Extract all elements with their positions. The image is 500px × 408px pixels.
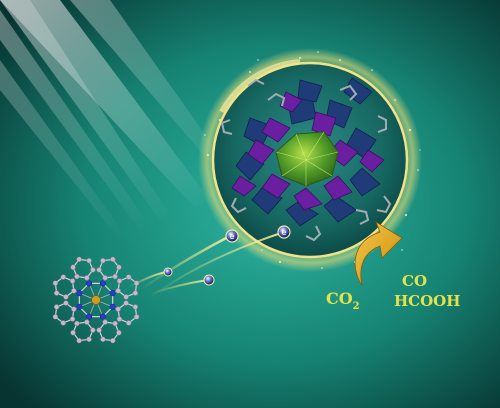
- carbon-atom: [132, 290, 138, 296]
- carbon-atom: [102, 319, 108, 325]
- carbon-atom: [71, 306, 77, 312]
- carbon-atom: [90, 267, 96, 273]
- metal-center-atom: [91, 295, 101, 305]
- product-hcooh-label: HCOOH: [394, 292, 460, 310]
- nitrogen-atom: [109, 303, 116, 310]
- curved-arrow-icon: [354, 221, 403, 287]
- electron-icon-4: [203, 274, 215, 286]
- polyoxometalate-cluster: [220, 77, 392, 242]
- carbon-atom: [52, 314, 58, 320]
- carbon-atom: [71, 288, 77, 294]
- carbon-atom: [123, 300, 129, 306]
- nitrogen-atom: [109, 290, 116, 297]
- carbon-atom: [123, 294, 129, 300]
- carbon-atom: [84, 275, 90, 281]
- carbon-atom: [132, 304, 138, 310]
- electron-icon-2: e: [277, 225, 291, 239]
- carbon-atom: [84, 319, 90, 325]
- carbon-atom: [100, 336, 106, 342]
- carbon-atom: [102, 275, 108, 281]
- carbon-atom: [90, 327, 96, 333]
- carbon-atom: [70, 330, 76, 336]
- carbon-atom: [63, 300, 69, 306]
- sphere-rim-highlight: [219, 59, 301, 114]
- carbon-atom: [60, 274, 66, 280]
- nitrogen-atom: [99, 313, 106, 320]
- carbon-atom: [100, 258, 106, 264]
- carbon-atom: [54, 290, 60, 296]
- carbon-atom: [110, 338, 116, 344]
- nitrogen-atom: [86, 313, 93, 320]
- carbon-atom: [60, 320, 66, 326]
- carbon-atom: [54, 304, 60, 310]
- carbon-atom: [76, 256, 82, 262]
- carbon-atom: [86, 258, 92, 264]
- carbon-atom: [116, 316, 123, 322]
- co2-label: CO2: [326, 289, 360, 312]
- nitrogen-atom: [86, 280, 93, 287]
- carbon-atom: [74, 273, 80, 280]
- carbon-atom: [116, 264, 122, 270]
- carbon-atom: [134, 314, 140, 320]
- electron-trails: [127, 231, 285, 299]
- carbon-atom: [112, 320, 118, 327]
- electron-icon-3: [163, 267, 173, 277]
- carbon-atom: [74, 320, 80, 327]
- carbon-atom: [116, 278, 123, 284]
- cluster-core: [275, 131, 339, 187]
- porphyrin-molecule: [52, 256, 140, 344]
- nitrogen-atom: [99, 280, 106, 287]
- carbon-atom: [115, 288, 121, 294]
- carbon-atom: [112, 273, 118, 280]
- carbon-atom: [126, 320, 132, 326]
- carbon-atom: [96, 327, 102, 333]
- electron-icon-1: e: [225, 229, 239, 243]
- svg-text:e: e: [282, 228, 287, 237]
- carbon-atom: [70, 264, 76, 270]
- carbon-atom: [86, 336, 92, 342]
- carbon-atom: [52, 280, 58, 286]
- carbon-atom: [116, 330, 122, 336]
- carbon-atom: [134, 280, 140, 286]
- carbon-atom: [96, 267, 102, 273]
- carbon-atom: [63, 294, 69, 300]
- product-co-label: CO: [402, 272, 427, 290]
- carbon-atom: [76, 338, 82, 344]
- carbon-atom: [69, 316, 76, 322]
- carbon-atom: [126, 274, 132, 280]
- nitrogen-atom: [76, 290, 83, 297]
- svg-text:e: e: [230, 232, 235, 241]
- carbon-atom: [69, 278, 76, 284]
- nitrogen-atom: [76, 303, 83, 310]
- carbon-atom: [110, 256, 116, 262]
- light-rays: [0, 0, 230, 240]
- carbon-atom: [115, 306, 121, 312]
